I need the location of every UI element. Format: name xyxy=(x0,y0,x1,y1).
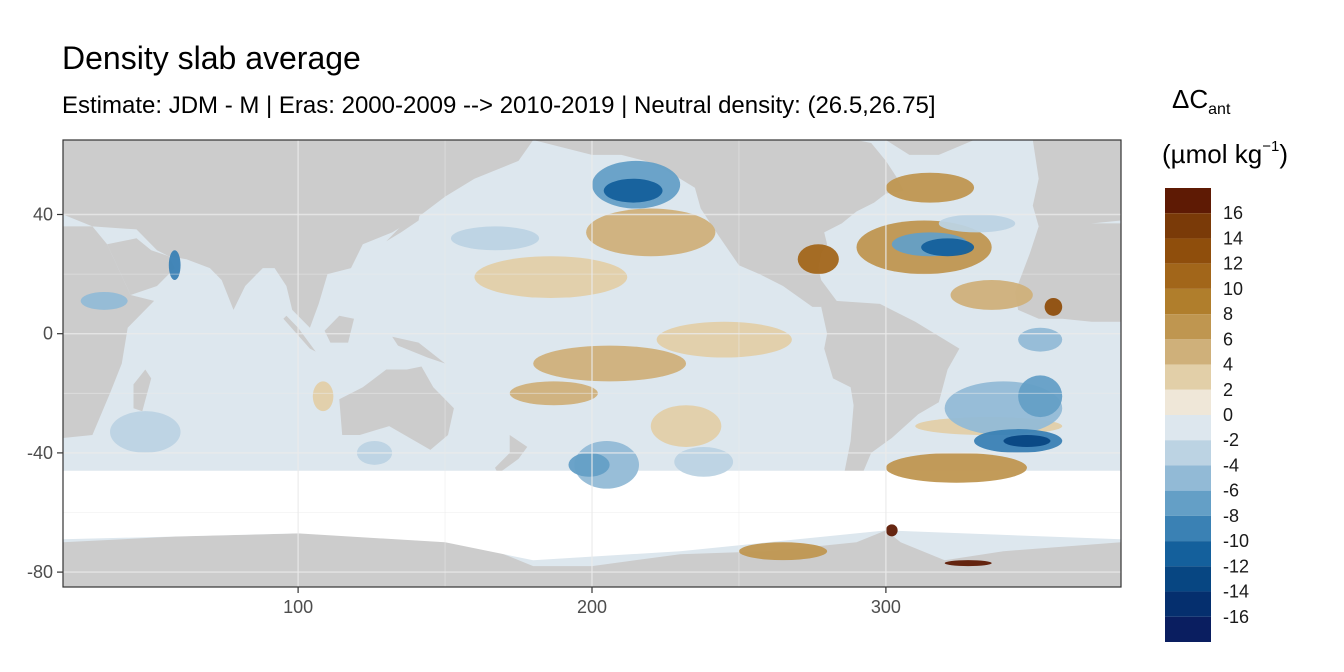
anomaly-patch xyxy=(586,208,716,257)
y-tick-label: 40 xyxy=(33,205,53,225)
legend-color-bin xyxy=(1165,415,1211,441)
plot-panel xyxy=(62,139,1122,588)
legend-title-subscript: ant xyxy=(1208,101,1231,118)
legend-color-bin xyxy=(1165,314,1211,340)
legend-color-bin xyxy=(1165,364,1211,390)
legend-color-bin xyxy=(1165,515,1211,542)
anomaly-patch xyxy=(885,452,1027,483)
anomaly-patch xyxy=(110,411,181,453)
anomaly-patch xyxy=(474,256,628,298)
anomaly-patch xyxy=(80,291,128,310)
legend-label: 0 xyxy=(1223,405,1233,425)
anomaly-patch xyxy=(1018,375,1063,418)
y-tick-label: -80 xyxy=(27,562,53,582)
anomaly-patch xyxy=(533,345,687,382)
legend-color-bin xyxy=(1165,288,1211,315)
legend-label: -16 xyxy=(1223,607,1249,627)
legend-label: -8 xyxy=(1223,506,1239,526)
legend-label: -6 xyxy=(1223,481,1239,501)
legend-title-main: ΔC xyxy=(1172,84,1209,114)
anomaly-patch xyxy=(885,172,975,203)
legend-units-main: (µmol kg xyxy=(1162,139,1263,169)
legend-units-close: ) xyxy=(1279,139,1288,169)
anomaly-patch xyxy=(1044,297,1063,316)
borneo-land xyxy=(324,315,354,343)
legend-color-bin xyxy=(1165,591,1211,617)
anomaly-patch xyxy=(650,405,722,447)
y-axis: 40 0 -40 -80 xyxy=(27,205,63,582)
legend-label: 12 xyxy=(1223,254,1243,274)
legend-label: 10 xyxy=(1223,279,1243,299)
anomaly-patch xyxy=(944,560,992,567)
anomaly-patch xyxy=(921,238,975,257)
legend-color-bin xyxy=(1165,188,1211,214)
legend-label: -10 xyxy=(1223,531,1249,551)
legend-label: -4 xyxy=(1223,455,1239,475)
anomaly-patch xyxy=(797,244,839,275)
south-america-land xyxy=(821,300,960,501)
legend-label: 16 xyxy=(1223,203,1243,223)
anomaly-patch xyxy=(674,446,734,477)
x-tick-label: 100 xyxy=(283,597,313,617)
legend-label: 2 xyxy=(1223,380,1233,400)
new-zealand-land xyxy=(495,435,528,474)
legend-color-bin xyxy=(1165,238,1211,264)
y-tick-label: -40 xyxy=(27,443,53,463)
australia-land xyxy=(339,366,454,450)
arabia-land xyxy=(107,238,175,295)
legend-label: -2 xyxy=(1223,430,1239,450)
legend-title: ΔCant xyxy=(1172,84,1230,119)
anomaly-patch xyxy=(312,381,334,412)
anomaly-patch xyxy=(950,280,1033,310)
legend-color-bin xyxy=(1165,616,1211,642)
legend-color-bin xyxy=(1165,389,1211,415)
legend-color-bin xyxy=(1165,490,1211,516)
anomaly-patch xyxy=(603,178,663,203)
legend-label: 14 xyxy=(1223,228,1243,248)
anomaly-patch xyxy=(656,321,792,358)
anomaly-patch xyxy=(450,226,540,251)
legend-color-bin xyxy=(1165,213,1211,239)
anomaly-patch xyxy=(885,524,898,537)
legend-color-bin xyxy=(1165,440,1211,466)
legend-color-bin xyxy=(1165,465,1211,491)
legend-color-bin xyxy=(1165,263,1211,289)
greenland-land xyxy=(885,140,975,155)
legend-color-bin xyxy=(1165,339,1211,365)
legend-label: 8 xyxy=(1223,304,1233,324)
legend-label: -12 xyxy=(1223,556,1249,576)
grid-lines xyxy=(63,140,1121,587)
legend-color-bin xyxy=(1165,541,1211,567)
legend-label: 4 xyxy=(1223,355,1233,375)
chart-title: Density slab average xyxy=(62,40,361,76)
anomaly-patch xyxy=(1018,327,1063,352)
anomaly-patch xyxy=(168,250,181,281)
anomaly-layer xyxy=(80,160,1063,567)
madagascar-land xyxy=(133,369,152,412)
new-guinea-land xyxy=(392,336,446,364)
legend-units: (µmol kg−1) xyxy=(1162,138,1288,170)
europe-land xyxy=(1032,140,1121,227)
japan-land xyxy=(386,202,422,242)
anomaly-patch xyxy=(568,452,610,477)
y-tick-label: 0 xyxy=(43,324,53,344)
legend-label: -14 xyxy=(1223,582,1249,602)
x-tick-label: 200 xyxy=(577,597,607,617)
anomaly-patch xyxy=(938,214,1016,233)
x-tick-label: 300 xyxy=(871,597,901,617)
chart-subtitle: Estimate: JDM - M | Eras: 2000-2009 --> … xyxy=(62,92,936,119)
x-axis: 100 200 300 xyxy=(283,587,901,617)
africa-land-east-wrap xyxy=(1015,223,1121,322)
legend-color-bin xyxy=(1165,566,1211,592)
anomaly-patch xyxy=(1003,435,1051,447)
anomaly-patch xyxy=(738,542,828,561)
antarctica-land xyxy=(63,530,1121,587)
legend-label: 6 xyxy=(1223,329,1233,349)
legend-units-superscript: −1 xyxy=(1262,138,1280,155)
legend: 16 14 12 10 8 6 4 2 0 -2 -4 -6 -8 -10 -12 -14 -16 xyxy=(1165,188,1249,642)
